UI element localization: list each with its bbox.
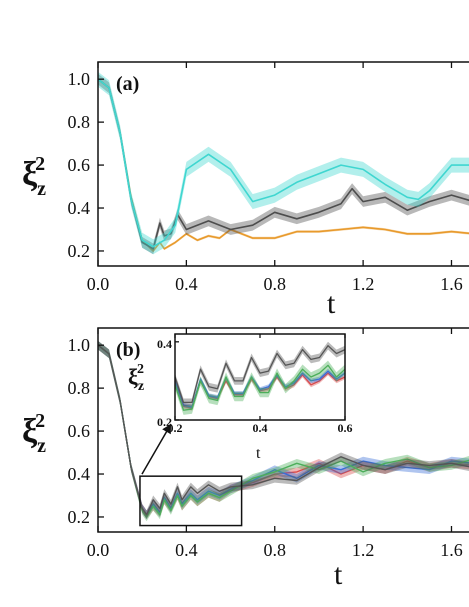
panel-a-ytick-label: 0.8 bbox=[68, 112, 91, 132]
panel-b-ylabel-base: ξ bbox=[22, 413, 38, 450]
panel-a-series-line-1 bbox=[97, 78, 469, 252]
panel-a-tag: (a) bbox=[116, 73, 139, 95]
panel-b-ylabel: ξz 2 bbox=[22, 410, 46, 457]
inset-ticks: 0.2 0.4 0.6 0.2 0.4 bbox=[157, 334, 353, 435]
inset-plot: 0.2 0.4 0.6 0.2 0.4 t ξz 2 bbox=[128, 333, 353, 462]
inset-xtick-label: 0.6 bbox=[338, 421, 353, 435]
panel-b-series-band-4 bbox=[98, 340, 469, 520]
inset-ylabel: ξz 2 bbox=[128, 362, 144, 394]
panel-b-series-line-4 bbox=[97, 344, 469, 516]
panel-a-ticks: 0.0 0.4 0.8 1.2 1.6 0.2 0.4 0.6 0.8 1.0 bbox=[68, 62, 463, 294]
panel-a-ylabel-sup: 2 bbox=[35, 153, 45, 175]
panel-a-xtick-label: 1.6 bbox=[440, 274, 463, 294]
inset-xtick-label: 0.2 bbox=[168, 421, 183, 435]
panel-b-ytick-label: 0.4 bbox=[68, 464, 91, 484]
panel-b-ytick-label: 0.6 bbox=[68, 421, 91, 441]
panel-b-ticks: 0.0 0.4 0.8 1.2 1.6 0.2 0.4 0.6 0.8 1.0 bbox=[68, 328, 463, 560]
panel-b-ylabel-sup: 2 bbox=[35, 410, 45, 432]
panel-b-xtick-label: 1.2 bbox=[352, 540, 375, 560]
panel-a-series-line-2 bbox=[97, 78, 469, 250]
panel-b-xtick-label: 0.0 bbox=[87, 540, 110, 560]
panel-a-xtick-label: 0.8 bbox=[263, 274, 286, 294]
panel-a-xtick-label: 0.4 bbox=[175, 274, 198, 294]
inset-data bbox=[174, 341, 346, 415]
panel-b-xtick-label: 1.6 bbox=[440, 540, 463, 560]
panel-b-xtick-label: 0.8 bbox=[263, 540, 286, 560]
inset-xtick-label: 0.4 bbox=[253, 421, 268, 435]
panel-b-xtick-label: 0.4 bbox=[175, 540, 198, 560]
panel-b-tag: (b) bbox=[116, 339, 140, 361]
inset-series-line-4 bbox=[174, 345, 346, 404]
inset-xlabel: t bbox=[256, 445, 261, 462]
panel-a-ytick-label: 0.2 bbox=[68, 241, 91, 261]
inset-series-line-3 bbox=[174, 364, 346, 411]
panel-b-ytick-label: 0.2 bbox=[68, 507, 91, 527]
panel-a-series-band-1 bbox=[98, 77, 469, 253]
panel-a-ytick-label: 1.0 bbox=[68, 69, 91, 89]
panel-a-ylabel: ξz 2 bbox=[22, 153, 46, 200]
panel-a-ytick-label: 0.4 bbox=[68, 198, 91, 218]
panel-a-ylabel-sub: z bbox=[37, 178, 46, 200]
panel-a-ytick-label: 0.6 bbox=[68, 155, 91, 175]
panel-b-frame bbox=[97, 327, 469, 533]
panel-a-frame bbox=[97, 61, 469, 267]
panel-a-series-band-2 bbox=[98, 73, 469, 255]
panel-a-series-line-3 bbox=[97, 78, 469, 248]
panel-b: 0.0 0.4 0.8 1.2 1.6 0.2 0.4 0.6 0.8 1.0 0.2 0.4 0.6… bbox=[22, 327, 469, 591]
inset-ytick-label: 0.4 bbox=[157, 337, 172, 351]
panel-a-xtick-label: 1.2 bbox=[352, 274, 375, 294]
inset-series-band-4 bbox=[175, 341, 345, 407]
panel-a-data bbox=[97, 71, 469, 255]
zoom-connector bbox=[141, 423, 172, 475]
panel-a: 0.0 0.4 0.8 1.2 1.6 0.2 0.4 0.6 0.8 1.0 (a) t ξz 2 bbox=[22, 61, 469, 320]
inset-ylabel-sub: z bbox=[138, 379, 144, 394]
inset-ytick-label: 0.2 bbox=[157, 415, 172, 429]
panel-b-data bbox=[97, 340, 469, 522]
panel-b-ylabel-sub: z bbox=[37, 435, 46, 457]
zoom-arrowhead bbox=[162, 424, 171, 435]
panel-a-xlabel: t bbox=[327, 287, 336, 320]
panel-a-series-band-3 bbox=[98, 71, 469, 255]
panel-a-ylabel-base: ξ bbox=[22, 156, 38, 193]
panel-b-ytick-label: 0.8 bbox=[68, 378, 91, 398]
inset-series-line-2 bbox=[174, 370, 346, 408]
panel-a-xtick-label: 0.0 bbox=[87, 274, 110, 294]
inset-ylabel-sup: 2 bbox=[137, 362, 144, 377]
inset-series-band-3 bbox=[175, 360, 345, 415]
zoom-box bbox=[139, 475, 243, 527]
panel-b-ytick-label: 1.0 bbox=[68, 335, 91, 355]
inset-background bbox=[175, 334, 345, 420]
panel-b-xlabel: t bbox=[334, 558, 343, 591]
inset-ylabel-base: ξ bbox=[128, 364, 138, 389]
